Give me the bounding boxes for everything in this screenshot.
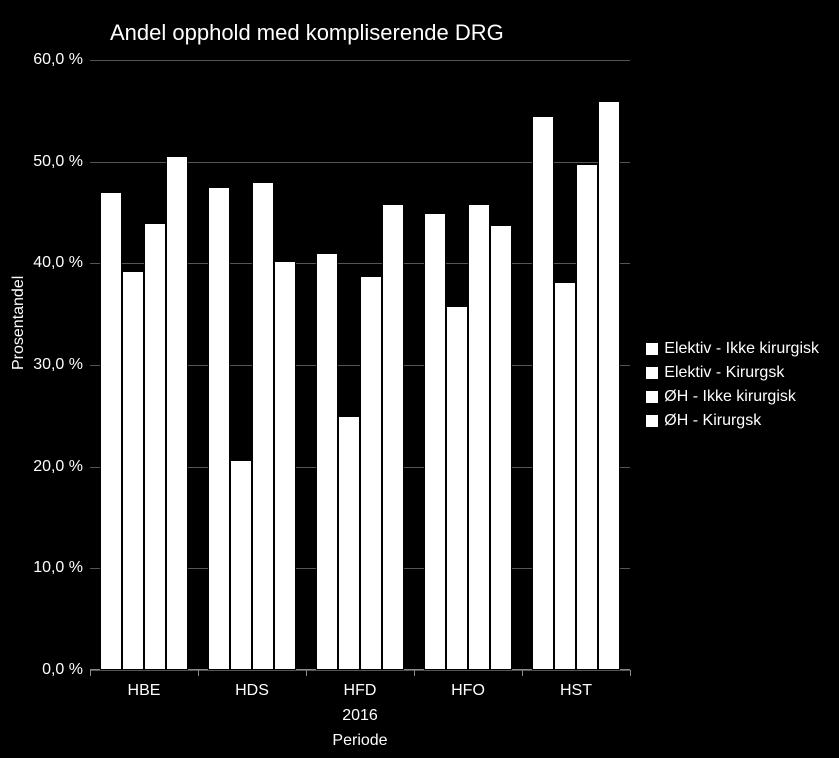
x-category-label: HBE (128, 682, 161, 700)
x-tick (522, 670, 523, 676)
bar (338, 416, 360, 670)
bar (446, 306, 468, 670)
x-tick (198, 670, 199, 676)
y-tick-label: 30,0 % (28, 356, 83, 374)
x-category-label: HFO (451, 682, 485, 700)
y-axis-label: Prosentandel (10, 276, 28, 370)
legend-swatch (646, 343, 658, 355)
bar (230, 460, 252, 670)
bar (274, 261, 296, 670)
x-tick (306, 670, 307, 676)
y-tick-label: 10,0 % (28, 559, 83, 577)
y-tick-label: 60,0 % (28, 51, 83, 69)
legend-item: ØH - Ikke kirurgisk (646, 388, 819, 406)
bar (122, 271, 144, 670)
legend-label: Elektiv - Kirurgsk (664, 364, 784, 382)
chart-container: Andel opphold med kompliserende DRG Pros… (0, 0, 839, 758)
y-gridline (90, 670, 630, 671)
y-tick-label: 50,0 % (28, 153, 83, 171)
y-tick-label: 20,0 % (28, 458, 83, 476)
y-tick-label: 40,0 % (28, 254, 83, 272)
bar (598, 101, 620, 670)
legend-label: Elektiv - Ikke kirurgisk (664, 340, 819, 358)
x-tick (414, 670, 415, 676)
bar (554, 282, 576, 670)
legend: Elektiv - Ikke kirurgisk Elektiv - Kirurg… (646, 340, 819, 436)
legend-item: Elektiv - Ikke kirurgisk (646, 340, 819, 358)
bar (100, 192, 122, 670)
chart-title: Andel opphold med kompliserende DRG (110, 20, 504, 46)
x-tick (90, 670, 91, 676)
bar (208, 187, 230, 670)
bar (382, 204, 404, 670)
plot-area: 0,0 %10,0 %20,0 %30,0 %40,0 %50,0 %60,0 … (90, 60, 630, 670)
x-category-label: HST (560, 682, 592, 700)
x-category-label: HFD (344, 682, 377, 700)
legend-swatch (646, 415, 658, 427)
legend-label: ØH - Ikke kirurgisk (664, 388, 796, 406)
bar (468, 204, 490, 670)
legend-swatch (646, 391, 658, 403)
x-tick (630, 670, 631, 676)
bar (252, 182, 274, 670)
bar (576, 164, 598, 670)
bar (490, 225, 512, 670)
bar (532, 116, 554, 670)
legend-label: ØH - Kirurgsk (664, 412, 761, 430)
bar (166, 156, 188, 670)
legend-swatch (646, 367, 658, 379)
x-super-label: 2016 (342, 707, 378, 725)
legend-item: Elektiv - Kirurgsk (646, 364, 819, 382)
bar (316, 253, 338, 670)
bar (144, 223, 166, 670)
x-category-label: HDS (235, 682, 269, 700)
bar (424, 213, 446, 671)
y-gridline (90, 60, 630, 61)
legend-item: ØH - Kirurgsk (646, 412, 819, 430)
y-tick-label: 0,0 % (28, 661, 83, 679)
x-axis-title: Periode (332, 732, 387, 750)
bar (360, 276, 382, 670)
